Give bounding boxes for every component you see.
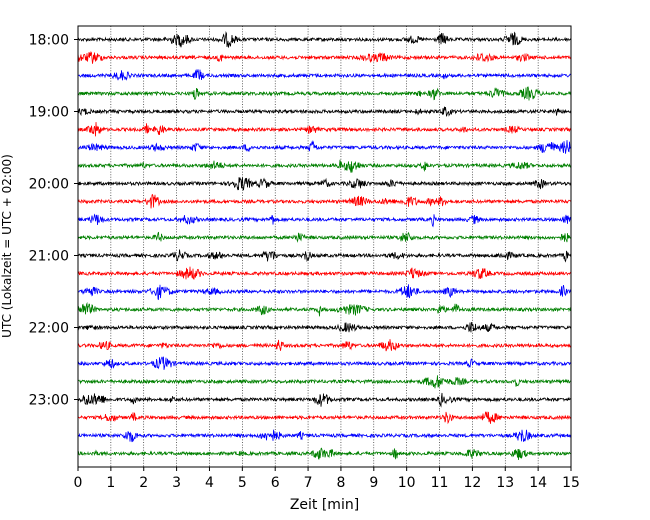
trace-9 [77,177,572,191]
trace-17 [77,322,572,333]
trace-14 [77,266,572,280]
x-tick-label: 3 [172,475,181,491]
x-tick-label: 15 [562,475,580,491]
trace-8 [77,159,572,173]
trace-16 [77,301,572,317]
x-tick-label: 10 [398,475,416,491]
y-tick-label: 22:00 [29,321,69,337]
x-tick-label: 6 [271,475,280,491]
trace-23 [77,428,572,443]
x-axis-ticks: 0 1 2 3 4 5 6 7 8 9 10 11 12 13 14 15 [74,467,580,491]
trace-4 [77,86,572,101]
x-tick-label: 7 [304,475,313,491]
trace-13 [77,249,572,263]
x-tick-label: 14 [529,475,547,491]
trace-10 [77,193,572,209]
y-axis-ticks: 18:00 19:00 20:00 21:00 22:00 23:00 [29,33,78,409]
trace-20 [77,375,572,389]
trace-2 [77,51,572,64]
x-tick-label: 11 [431,475,449,491]
y-axis-label: UTC (Lokalzeit = UTC + 02:00) [0,154,14,338]
trace-11 [77,213,572,228]
x-axis-label: Zeit [min] [290,497,359,513]
trace-24 [77,447,572,460]
x-tick-label: 4 [205,475,214,491]
trace-18 [77,339,572,352]
seismic-traces [77,30,572,460]
vertical-grid-lines [110,26,539,467]
y-tick-label: 20:00 [29,177,69,193]
trace-7 [77,140,572,154]
x-tick-label: 12 [463,475,481,491]
trace-6 [77,122,572,137]
y-tick-label: 18:00 [29,33,69,49]
trace-12 [77,231,572,243]
y-tick-label: 23:00 [29,393,69,409]
trace-1 [77,30,572,48]
x-tick-label: 0 [74,475,83,491]
x-tick-label: 1 [106,475,115,491]
x-tick-label: 5 [238,475,247,491]
trace-15 [77,284,572,301]
x-tick-label: 9 [369,475,378,491]
plot-frame [77,25,572,468]
y-tick-label: 19:00 [29,105,69,121]
x-tick-label: 13 [496,475,514,491]
x-tick-label: 8 [336,475,345,491]
trace-3 [77,68,572,81]
trace-19 [77,356,572,370]
trace-22 [77,411,572,425]
x-tick-label: 2 [139,475,148,491]
trace-5 [77,106,572,117]
trace-21 [77,392,572,408]
y-tick-label: 21:00 [29,249,69,265]
